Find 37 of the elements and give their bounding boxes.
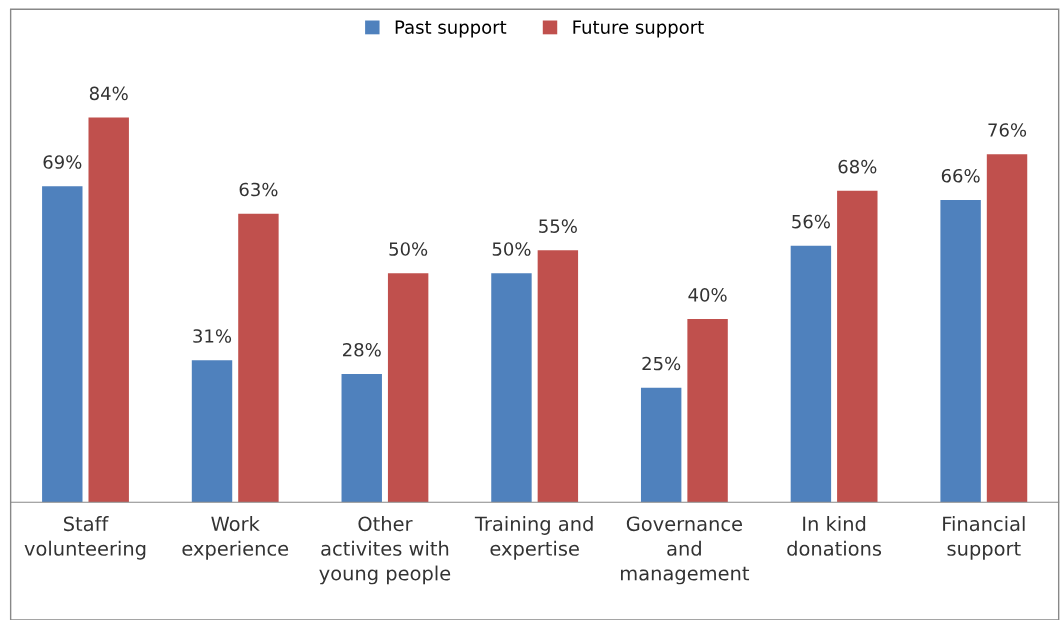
data-label: 56% <box>792 214 830 229</box>
bar <box>837 190 878 503</box>
bar <box>640 387 682 503</box>
x-tick-label: In kind donations <box>787 516 882 556</box>
bar <box>940 199 981 503</box>
data-label: 28% <box>342 342 381 357</box>
bar <box>387 273 429 503</box>
x-tick-label: Training and expertise <box>474 516 593 560</box>
data-label: 84% <box>89 86 128 101</box>
data-label: 50% <box>389 242 428 256</box>
data-label: 40% <box>688 288 727 302</box>
bar <box>537 250 579 503</box>
bar <box>42 186 83 503</box>
data-label: 63% <box>239 182 278 197</box>
x-tick-label: Financial support <box>943 516 1025 560</box>
data-label: 55% <box>539 219 577 233</box>
data-label: 69% <box>43 155 82 169</box>
bar <box>790 245 832 503</box>
bar <box>687 319 728 503</box>
bar <box>88 117 129 503</box>
x-tick-label: Work experience <box>182 516 289 560</box>
bar <box>491 273 532 503</box>
x-tick-label: Other activites with young people <box>319 516 451 585</box>
bar <box>341 373 382 503</box>
x-tick-label: Governance and management <box>621 516 750 585</box>
data-label: 68% <box>838 159 877 174</box>
bar <box>238 213 279 503</box>
legend-label: Past support <box>395 20 507 38</box>
bar <box>986 154 1028 503</box>
x-tick-label: Staff volunteering <box>24 516 146 560</box>
data-label: 31% <box>193 329 232 343</box>
data-label: 66% <box>941 168 980 183</box>
bar <box>191 360 233 503</box>
data-label: 25% <box>642 356 681 371</box>
legend-label: Future support <box>573 20 704 38</box>
data-label: 76% <box>988 123 1027 137</box>
data-label: 50% <box>492 242 531 256</box>
